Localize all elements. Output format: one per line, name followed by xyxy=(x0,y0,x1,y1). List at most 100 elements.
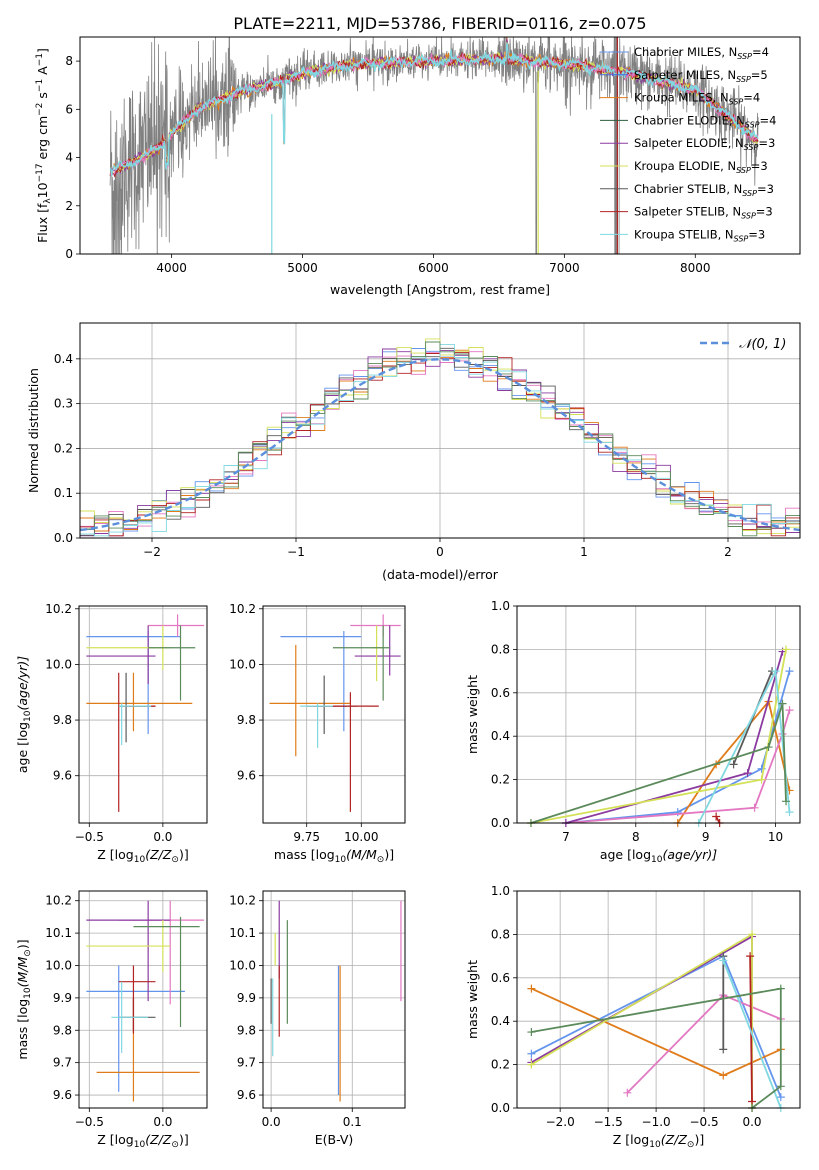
mass-weight-marker xyxy=(527,984,536,993)
mass-weight-line xyxy=(565,709,791,824)
label-part: ⊙ xyxy=(23,949,33,957)
y-tick-label: 10.0 xyxy=(45,657,72,671)
y-tick-label: 0.0 xyxy=(54,531,73,545)
mass-vs-Z-panel: −0.5 0.09.69.79.89.910.010.110.2Z [log10(… xyxy=(15,890,208,1150)
label-part: (age/yr)] xyxy=(662,847,717,862)
mass-weight-line xyxy=(722,960,782,1109)
mass-weight-line xyxy=(531,987,782,1109)
label-part: =4 xyxy=(760,113,777,127)
x-tick-label: 7 xyxy=(562,830,570,844)
x-axis-label: Z [log10(Z/Z⊙)] xyxy=(97,847,188,865)
y-axis-label: mass [log10(M/M⊙)] xyxy=(15,939,33,1059)
x-tick-label: 7000 xyxy=(549,261,580,275)
label-part: Salpeter MILES, N xyxy=(634,68,736,82)
x-tick-label: −2 xyxy=(143,545,161,559)
label-part: Flux [f xyxy=(35,203,50,243)
x-tick-label: −1.5 xyxy=(594,1115,623,1129)
x-tick-label: 1 xyxy=(580,545,588,559)
x-tick-label: −0.5 xyxy=(75,830,104,844)
mass-weight-marker xyxy=(785,706,794,715)
label-part: =3 xyxy=(758,136,775,150)
axes-frame xyxy=(516,890,801,1109)
mass-weight-marker xyxy=(729,760,738,769)
y-tick-label: 8 xyxy=(65,54,73,68)
x-tick-label: 0 xyxy=(436,545,444,559)
label-part: SSP xyxy=(729,98,744,107)
label-part: Kroupa ELODIE, N xyxy=(634,159,736,173)
label-part: =5 xyxy=(751,68,768,82)
x-tick-label: 10.00 xyxy=(344,830,378,844)
y-tick-label: 10.1 xyxy=(229,926,256,940)
label-part: Z [log xyxy=(97,847,133,862)
mass-weight-line xyxy=(565,670,791,824)
legend-label: Salpeter ELODIE, NSSP=3 xyxy=(634,136,775,152)
y-tick-label: 9.6 xyxy=(237,769,256,783)
label-part: −1 xyxy=(35,79,45,92)
x-axis-label: age [log10(age/yr)] xyxy=(600,847,717,865)
label-part: =3 xyxy=(756,205,773,219)
label-part: −17 xyxy=(35,163,45,182)
label-part: ⊙ xyxy=(171,855,179,865)
label-part: 10 xyxy=(23,710,33,722)
legend-label: Salpeter MILES, NSSP=5 xyxy=(634,68,768,84)
axes-frame xyxy=(78,890,208,1109)
panels: 4000 5000 6000 7000 8000 0 2 4 6 8 Chabrier MILES,… xyxy=(15,36,801,1150)
label-part: Salpeter ELODIE, N xyxy=(634,136,744,150)
age-vs-Z-panel: −0.5 0.09.69.810.010.2Z [log10(Z/Z⊙)]age … xyxy=(15,602,208,865)
label-part: (age/yr)] xyxy=(15,656,30,711)
y-tick-label: 10.2 xyxy=(229,602,256,616)
label-part: =4 xyxy=(752,45,769,59)
x-axis-label: wavelength [Angstrom, rest frame] xyxy=(330,282,550,297)
y-tick-label: 9.8 xyxy=(237,713,256,727)
y-tick-label: 0.8 xyxy=(491,642,510,656)
label-part: (Z/Z xyxy=(661,1132,688,1147)
label-part: age [log xyxy=(15,722,30,773)
label-part: ⊙ xyxy=(377,855,385,865)
mass-weight-marker xyxy=(782,645,791,654)
y-tick-label: 0 xyxy=(65,247,73,261)
massweight-vs-Z-panel: −2.0 −1.5 −1.0 −0.5 0.0 0.0 0.2 0.4 0.6 0.8 1.0 Z [… xyxy=(465,884,801,1150)
label-part: −2 xyxy=(35,103,45,116)
x-tick-label: 9.75 xyxy=(293,830,320,844)
label-part: Z [log xyxy=(613,1132,649,1147)
y-tick-label: 9.6 xyxy=(53,1088,72,1102)
y-tick-label: 0.1 xyxy=(54,486,73,500)
label-part: erg cm xyxy=(35,116,50,164)
x-tick-label: 0.0 xyxy=(262,1115,281,1129)
mass-weight-marker xyxy=(712,812,721,821)
x-tick-label: 2 xyxy=(724,545,732,559)
y-tick-label: 9.8 xyxy=(237,1023,256,1037)
x-tick-label: 6000 xyxy=(418,261,449,275)
y-tick-label: 10.0 xyxy=(45,958,72,972)
mass-weight-marker xyxy=(748,930,757,939)
mass-weight-marker xyxy=(764,743,773,752)
label-part: SSP xyxy=(734,234,749,243)
y-axis-label: Normed distribution xyxy=(26,368,41,493)
label-part: Salpeter STELIB, N xyxy=(634,205,741,219)
label-part: Chabrier MILES, N xyxy=(634,45,737,59)
mass-weight-marker xyxy=(785,808,794,817)
y-tick-label: 0.8 xyxy=(491,927,510,941)
y-tick-label: 0.3 xyxy=(54,397,73,411)
x-axis-label: Z [log10(Z/Z⊙)] xyxy=(613,1132,704,1150)
label-part: )] xyxy=(15,939,30,949)
y-tick-label: 9.8 xyxy=(53,713,72,727)
label-part: 10 xyxy=(335,855,347,865)
label-part: (M/M xyxy=(15,957,30,988)
label-part: =3 xyxy=(757,182,774,196)
legend-label: Salpeter STELIB, NSSP=3 xyxy=(634,205,773,221)
gaussian-curve xyxy=(80,358,800,532)
age-vs-mass-panel: 9.75 10.00 9.6 9.8 10.0 10.2 mass [log10(M/M⊙)… xyxy=(229,602,406,865)
y-tick-label: 9.8 xyxy=(53,1023,72,1037)
y-tick-label: 0.4 xyxy=(54,352,73,366)
x-tick-label: 0.0 xyxy=(153,1115,172,1129)
y-tick-label: 0.2 xyxy=(491,773,510,787)
mass-weight-line xyxy=(565,651,784,824)
label-part: 10 xyxy=(134,1140,146,1150)
y-axis-label: mass weight xyxy=(465,960,480,1039)
mass-weight-marker xyxy=(743,769,752,778)
label-part: SSP xyxy=(736,166,751,175)
y-tick-label: 0.0 xyxy=(491,816,510,830)
y-tick-label: 0.2 xyxy=(491,1058,510,1072)
y-tick-label: 1.0 xyxy=(491,884,510,898)
